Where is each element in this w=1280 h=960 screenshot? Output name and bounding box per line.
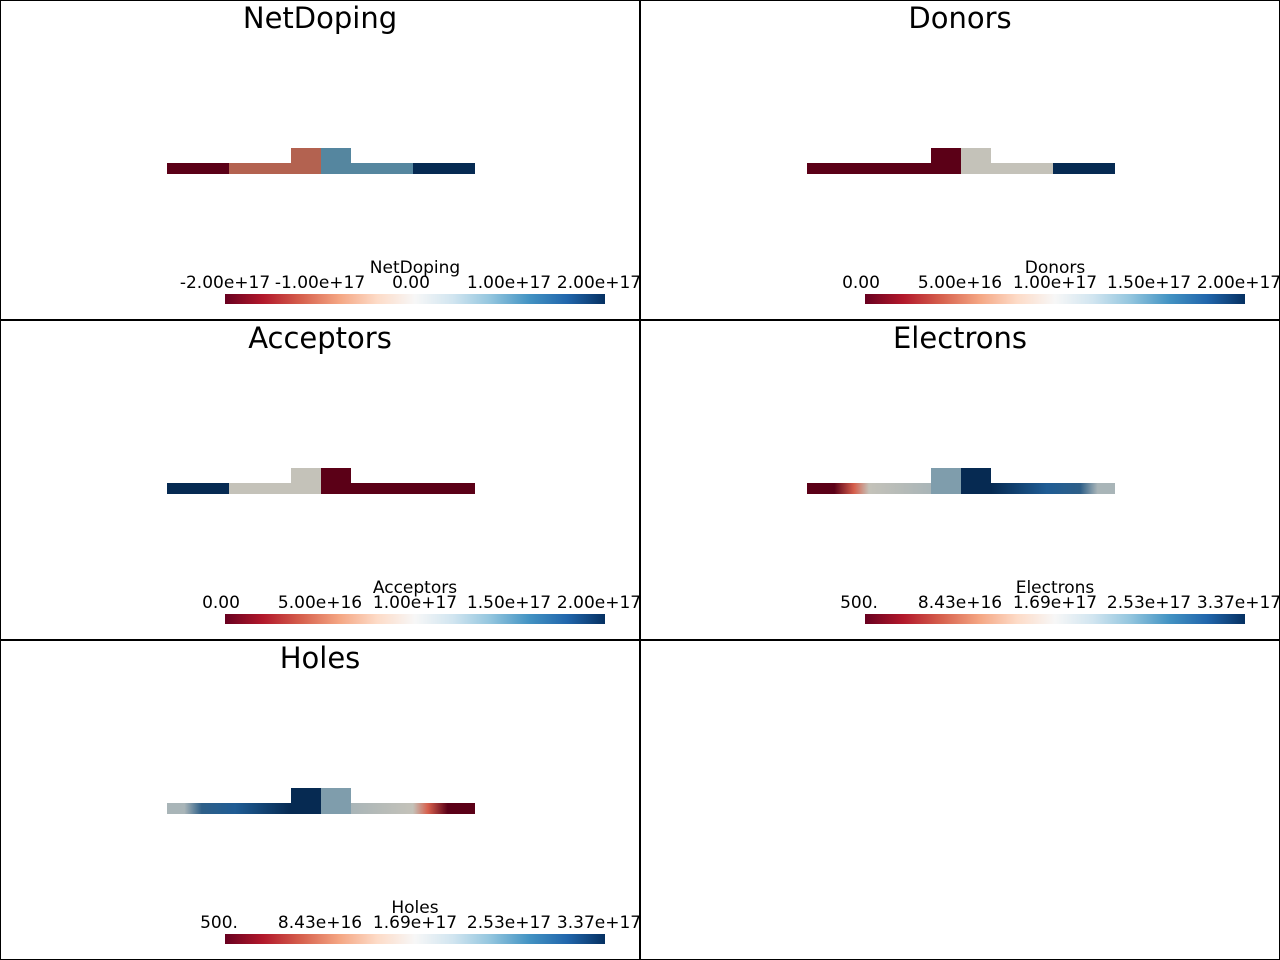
region-center-right xyxy=(321,468,351,494)
region-right xyxy=(991,163,1053,174)
region-left-contact xyxy=(167,163,229,174)
region-right-contact xyxy=(413,483,475,494)
plot-panel-netdoping: NetDoping NetDoping -2.00e+17 -1.00e+17 … xyxy=(0,0,640,320)
region-left-doped xyxy=(807,483,931,494)
region-right-doped xyxy=(991,483,1115,494)
region-center-left xyxy=(291,468,321,494)
region-left xyxy=(869,163,931,174)
panel-title: Holes xyxy=(279,641,361,675)
colorbar-gradient xyxy=(225,294,605,304)
colorbar-gradient xyxy=(865,294,1245,304)
plot-panel-holes: Holes Holes 500. 8.43e+16 1.69e+17 2 xyxy=(0,640,640,960)
panel-title: NetDoping xyxy=(242,1,398,35)
colorbar-tick: 8.43e+16 xyxy=(277,913,363,933)
region-center-right xyxy=(321,148,351,174)
panel-title: Acceptors xyxy=(248,321,392,355)
region-center-left xyxy=(291,148,321,174)
region-center-left xyxy=(931,468,961,494)
colorbar-tick: 3.37e+17 xyxy=(1196,593,1280,613)
region-center-right xyxy=(961,468,991,494)
colorbar-tick: 1.50e+17 xyxy=(1106,273,1192,293)
colorbar-tick: 2.53e+17 xyxy=(466,913,552,933)
colorbar-title: NetDoping xyxy=(369,258,461,278)
colorbar-tick: 3.37e+17 xyxy=(556,913,640,933)
colorbar-tick: 0.00 xyxy=(842,273,880,293)
region-left-doped xyxy=(167,803,291,814)
colorbar-tick: 1.00e+17 xyxy=(372,593,458,613)
device-geometry xyxy=(167,788,475,814)
colorbar-tick: 1.00e+17 xyxy=(1012,273,1098,293)
colorbar-tick: 1.69e+17 xyxy=(1012,593,1098,613)
colorbar-gradient xyxy=(225,614,605,624)
colorbar-title: Acceptors xyxy=(372,578,458,598)
plot-panel-electrons: Electrons Electrons 500. 8.43e+16 1.69 xyxy=(640,320,1280,640)
colorbar-tick: 1.00e+17 xyxy=(466,273,552,293)
region-right-contact xyxy=(413,163,475,174)
region-right xyxy=(351,163,413,174)
colorbar-tick: 0.00 xyxy=(202,593,240,613)
region-right-contact xyxy=(1053,163,1115,174)
region-center-left xyxy=(291,788,321,814)
panel-title: Donors xyxy=(908,1,1012,35)
region-center-right xyxy=(321,788,351,814)
colorbar-gradient xyxy=(225,934,605,944)
colorbar-tick: 500. xyxy=(840,593,878,613)
colorbar-title: Electrons xyxy=(1015,578,1095,598)
device-geometry xyxy=(807,468,1115,494)
device-geometry xyxy=(807,148,1115,174)
colorbar-tick: 1.50e+17 xyxy=(466,593,552,613)
device-geometry xyxy=(167,468,475,494)
colorbar-tick: 5.00e+16 xyxy=(277,593,363,613)
colorbar-tick: 500. xyxy=(200,913,238,933)
region-left xyxy=(229,483,291,494)
region-center-left xyxy=(931,148,961,174)
colorbar-tick: 0.00 xyxy=(392,273,430,293)
region-left-contact xyxy=(167,483,229,494)
colorbar-tick: 1.69e+17 xyxy=(372,913,458,933)
colorbar-tick: 2.00e+17 xyxy=(556,593,640,613)
colorbar-title: Donors xyxy=(1024,258,1086,278)
colorbar-tick: -1.00e+17 xyxy=(274,273,366,293)
colorbar-gradient xyxy=(865,614,1245,624)
region-left xyxy=(229,163,291,174)
colorbar-tick: 2.00e+17 xyxy=(1196,273,1280,293)
device-geometry xyxy=(167,148,475,174)
colorbar-title: Holes xyxy=(391,898,439,918)
region-right-doped xyxy=(351,803,475,814)
panel-title: Electrons xyxy=(892,321,1028,355)
empty-panel xyxy=(640,640,1280,960)
plot-panel-acceptors: Acceptors Acceptors 0.00 5.00e+16 1.00e+… xyxy=(0,320,640,640)
colorbar-tick: 8.43e+16 xyxy=(917,593,1003,613)
colorbar-tick: 2.00e+17 xyxy=(556,273,640,293)
plot-panel-donors: Donors Donors 0.00 5.00e+16 1.00e+17 1.5… xyxy=(640,0,1280,320)
region-center-right xyxy=(961,148,991,174)
colorbar-tick: 5.00e+16 xyxy=(917,273,1003,293)
colorbar-tick: -2.00e+17 xyxy=(179,273,271,293)
colorbar-tick: 2.53e+17 xyxy=(1106,593,1192,613)
region-right xyxy=(351,483,413,494)
region-left-contact xyxy=(807,163,869,174)
